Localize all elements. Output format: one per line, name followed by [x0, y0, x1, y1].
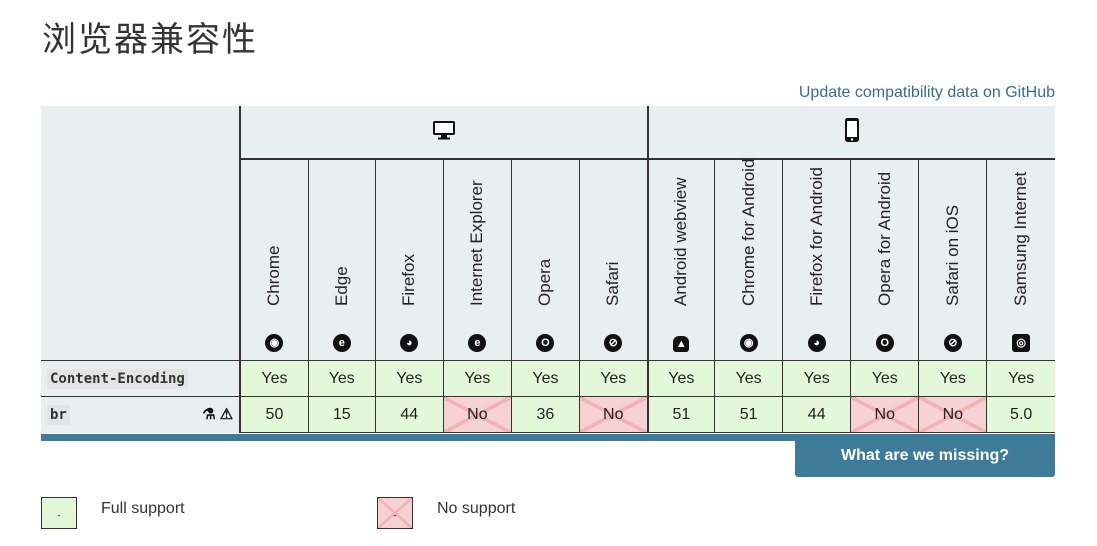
- ie-icon: e: [468, 334, 487, 352]
- browser-name: Opera: [535, 258, 555, 306]
- support-cell[interactable]: 51: [646, 396, 715, 433]
- compat-table: Chrome ◉ Edge e Firefox ◕ Internet Explorer e Op…: [41, 106, 1055, 433]
- browser-name: Internet Explorer: [467, 180, 487, 306]
- support-cell[interactable]: Yes: [239, 360, 309, 397]
- support-cell[interactable]: 36: [510, 396, 580, 433]
- warning-icon[interactable]: ⚠: [219, 406, 234, 423]
- page-title: 浏览器兼容性: [42, 20, 258, 60]
- platform-desktop: [239, 106, 648, 160]
- compat-table-body: Content-Encoding Yes Yes Yes Yes Yes Yes Yes Yes…: [41, 360, 1055, 433]
- desktop-icon: [432, 120, 455, 139]
- github-update-link[interactable]: Update compatibility data on GitHub: [798, 84, 1055, 101]
- feature-cell: br ⚗ ⚠: [41, 396, 241, 433]
- support-cell[interactable]: 50: [239, 396, 309, 433]
- opera-icon: O: [875, 334, 894, 352]
- browser-name: Safari on iOS: [942, 204, 962, 306]
- browser-name: Chrome for Android: [738, 158, 758, 306]
- support-cell[interactable]: 51: [714, 396, 783, 433]
- support-cell[interactable]: No: [578, 396, 648, 433]
- platform-header-row: [41, 106, 1055, 361]
- support-cell[interactable]: Yes: [918, 360, 987, 397]
- browser-header-edge: Edge e: [307, 159, 376, 361]
- support-cell[interactable]: Yes: [510, 360, 580, 397]
- support-cell[interactable]: Yes: [442, 360, 512, 397]
- safari-icon: ⊘: [943, 334, 962, 352]
- support-cell[interactable]: 44: [782, 396, 851, 433]
- browser-name: Firefox for Android: [806, 167, 826, 306]
- legend-label: No support: [437, 500, 516, 517]
- support-cell[interactable]: Yes: [986, 360, 1055, 397]
- legend-swatch-no: -: [377, 497, 413, 529]
- browser-name: Firefox: [399, 254, 419, 306]
- support-cell[interactable]: Yes: [374, 360, 444, 397]
- table-corner: [41, 106, 241, 361]
- chrome-icon: ◉: [265, 334, 284, 352]
- browser-header-opera: Opera O: [510, 159, 580, 361]
- table-bottom-bar: [41, 434, 1055, 441]
- browser-header-chrome: Chrome ◉: [239, 159, 309, 361]
- support-cell[interactable]: Yes: [578, 360, 648, 397]
- browser-header-opera-for-android: Opera for Android O: [850, 159, 919, 361]
- support-cell[interactable]: Yes: [782, 360, 851, 397]
- edge-icon: e: [332, 334, 351, 352]
- support-cell[interactable]: Yes: [714, 360, 783, 397]
- table-row: br ⚗ ⚠ 50 15 44 No 36 No 51 51 44 No No 5.0: [41, 396, 1055, 433]
- browser-name: Safari: [603, 261, 623, 306]
- feature-cell: Content-Encoding: [41, 360, 241, 397]
- what-are-we-missing-button[interactable]: What are we missing?: [795, 434, 1055, 477]
- browser-name: Chrome: [264, 245, 284, 306]
- mobile-icon: [844, 117, 859, 142]
- table-row: Content-Encoding Yes Yes Yes Yes Yes Yes Yes Yes…: [41, 360, 1055, 397]
- platform-mobile: [646, 106, 1055, 160]
- support-cell[interactable]: Yes: [307, 360, 376, 397]
- samsung-icon: ◎: [1012, 334, 1031, 352]
- legend-label: Full support: [101, 500, 185, 517]
- support-cell[interactable]: No: [850, 396, 919, 433]
- chrome-icon: ◉: [739, 334, 758, 352]
- experimental-icon[interactable]: ⚗: [202, 406, 216, 423]
- android-icon: ▲: [673, 336, 690, 352]
- support-cell[interactable]: No: [442, 396, 512, 433]
- browser-header-samsung-internet: Samsung Internet ◎: [986, 159, 1055, 361]
- support-cell[interactable]: 44: [374, 396, 444, 433]
- support-cell[interactable]: No: [918, 396, 987, 433]
- browser-name: Opera for Android: [874, 171, 894, 306]
- browser-header-safari: Safari ⊘: [578, 159, 648, 361]
- safari-icon: ⊘: [604, 334, 623, 352]
- feature-name: Content-Encoding: [47, 368, 188, 389]
- support-cell[interactable]: 5.0: [986, 396, 1055, 433]
- browser-header-row: Chrome ◉ Edge e Firefox ◕ Internet Explorer e Op…: [41, 159, 1055, 361]
- opera-icon: O: [536, 334, 555, 352]
- browser-header-chrome-for-android: Chrome for Android ◉: [714, 158, 783, 361]
- legend-swatch-yes: -: [41, 497, 77, 529]
- browser-header-firefox: Firefox ◕: [374, 159, 444, 361]
- support-cell[interactable]: 15: [307, 396, 376, 433]
- browser-header-internet-explorer: Internet Explorer e: [442, 159, 512, 361]
- browser-name: Edge: [331, 266, 351, 306]
- support-cell[interactable]: Yes: [850, 360, 919, 397]
- browser-header-safari-on-ios: Safari on iOS ⊘: [918, 159, 987, 361]
- feature-name: br: [47, 404, 70, 425]
- browser-header-firefox-for-android: Firefox for Android ◕: [782, 159, 851, 361]
- firefox-icon: ◕: [807, 334, 826, 352]
- feature-status-icons: ⚗ ⚠: [198, 405, 233, 423]
- browser-header-android-webview: Android webview ▲: [646, 159, 715, 361]
- firefox-icon: ◕: [400, 334, 419, 352]
- browser-name: Android webview: [671, 177, 691, 306]
- support-cell[interactable]: Yes: [646, 360, 715, 397]
- browser-name: Samsung Internet: [1011, 171, 1031, 306]
